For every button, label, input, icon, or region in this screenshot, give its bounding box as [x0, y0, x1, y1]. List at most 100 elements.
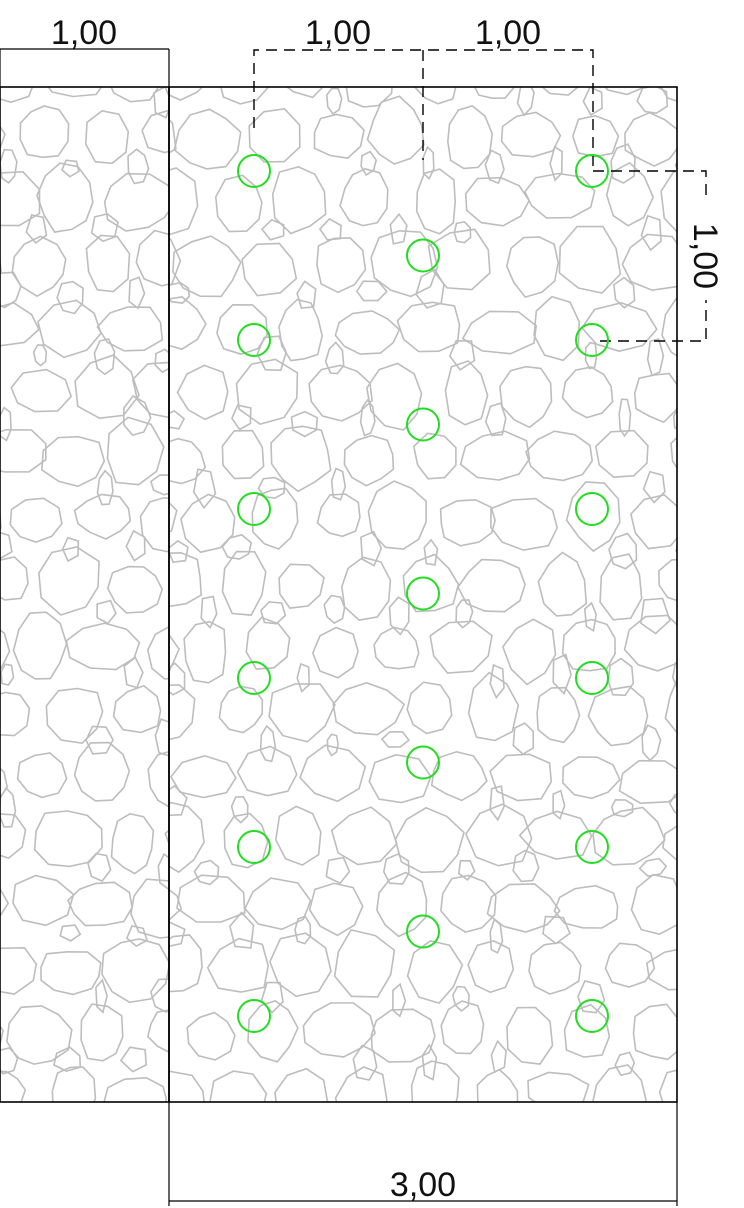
- main-stone: [714, 987, 724, 1011]
- main-stone: [643, 1108, 669, 1140]
- left-stone: [0, 786, 17, 828]
- main-stone: [169, 296, 207, 351]
- main-stone: [670, 436, 677, 470]
- main-stone: [247, 1000, 299, 1063]
- main-stone: [541, 87, 580, 96]
- main-stone: [359, 398, 376, 437]
- main-stone: [272, 1101, 273, 1102]
- main-stone: [583, 601, 598, 632]
- main-stone: [467, 940, 515, 994]
- main-stone: [333, 928, 396, 998]
- left-stone: [12, 874, 75, 927]
- main-stone: [582, 87, 603, 117]
- left-stone: [84, 110, 130, 165]
- main-stone: [326, 733, 339, 757]
- main-stone: [646, 338, 665, 377]
- main-stone: [241, 242, 298, 297]
- planting-marker-right: [575, 661, 609, 695]
- main-stone: [170, 754, 237, 799]
- main-stone: [391, 982, 407, 1018]
- left-stone: [141, 109, 169, 154]
- planting-marker-middle: [406, 576, 440, 611]
- main-stone: [592, 806, 666, 866]
- left-stone: [110, 87, 160, 103]
- main-stone: [709, 85, 729, 119]
- main-stone: [552, 789, 566, 821]
- left-stone: [10, 368, 73, 413]
- main-stone: [630, 873, 677, 936]
- left-stone: [0, 663, 15, 686]
- left-stone: [0, 946, 38, 995]
- main-stone: [271, 166, 327, 235]
- planting-marker-left: [237, 999, 271, 1033]
- main-stone: [490, 497, 559, 551]
- planting-marker-right: [575, 323, 609, 357]
- left-stone: [125, 529, 146, 562]
- main-stone: [500, 111, 562, 158]
- main-stone: [169, 662, 186, 696]
- main-stone: [692, 881, 744, 925]
- main-stone: [169, 501, 178, 534]
- main-stone: [505, 236, 560, 299]
- main-stone: [325, 87, 343, 116]
- main-stone: [308, 364, 373, 422]
- left-stone: [93, 338, 116, 376]
- main-stone: [169, 237, 182, 286]
- main-stone: [406, 940, 464, 1005]
- main-stone: [446, 105, 494, 170]
- main-stone: [169, 409, 186, 430]
- main-stone: [324, 341, 345, 375]
- main-stone: [270, 425, 332, 493]
- main-stone: [285, 87, 324, 99]
- main-stone: [661, 297, 677, 357]
- main-stone: [658, 558, 677, 602]
- planting-markers: [237, 154, 609, 1033]
- main-stone: [257, 476, 286, 500]
- left-stone: [223, 1114, 242, 1136]
- main-stone: [323, 594, 346, 625]
- main-stone: [668, 793, 677, 814]
- left-stone: [0, 271, 22, 309]
- left-stone: [32, 344, 48, 367]
- left-stone: [6, 1005, 73, 1065]
- main-stone: [169, 118, 177, 154]
- left-stone: [36, 162, 94, 233]
- main-stone: [484, 149, 505, 185]
- planting-marker-left: [237, 492, 271, 526]
- main-stone: [169, 437, 207, 485]
- main-stone: [214, 174, 263, 233]
- left-stone: [130, 878, 169, 939]
- main-stone: [220, 87, 270, 105]
- dimension-right-row-spacing: 1,00: [593, 170, 738, 342]
- main-stone: [672, 407, 677, 430]
- main-stone: [259, 724, 277, 763]
- dimension-bottom-total: 3,00: [168, 1102, 678, 1206]
- main-stone: [457, 859, 476, 881]
- main-stone: [688, 1001, 744, 1064]
- main-stone: [583, 1105, 600, 1139]
- left-stone: [9, 497, 63, 543]
- planting-marker-middle: [406, 745, 440, 780]
- main-stone: [412, 432, 457, 480]
- main-stone: [313, 113, 365, 159]
- main-stone: [402, 553, 460, 613]
- main-stone: [256, 335, 287, 372]
- left-stone: [181, 301, 230, 359]
- main-stone: [269, 932, 332, 998]
- dimension-top-left: 1,00: [0, 14, 170, 87]
- main-stone: [671, 661, 677, 690]
- main-stone: [394, 806, 465, 874]
- main-stone: [473, 87, 516, 100]
- main-stone: [604, 942, 656, 988]
- main-stone: [459, 430, 531, 481]
- main-stone: [169, 1070, 206, 1102]
- main-stone: [636, 87, 669, 115]
- main-stone: [699, 747, 744, 807]
- left-stone: [0, 629, 11, 670]
- main-stone: [440, 1000, 485, 1055]
- main-stone: [382, 853, 410, 885]
- main-stone: [396, 301, 461, 353]
- left-stone: [12, 611, 68, 680]
- left-stone: [154, 348, 169, 374]
